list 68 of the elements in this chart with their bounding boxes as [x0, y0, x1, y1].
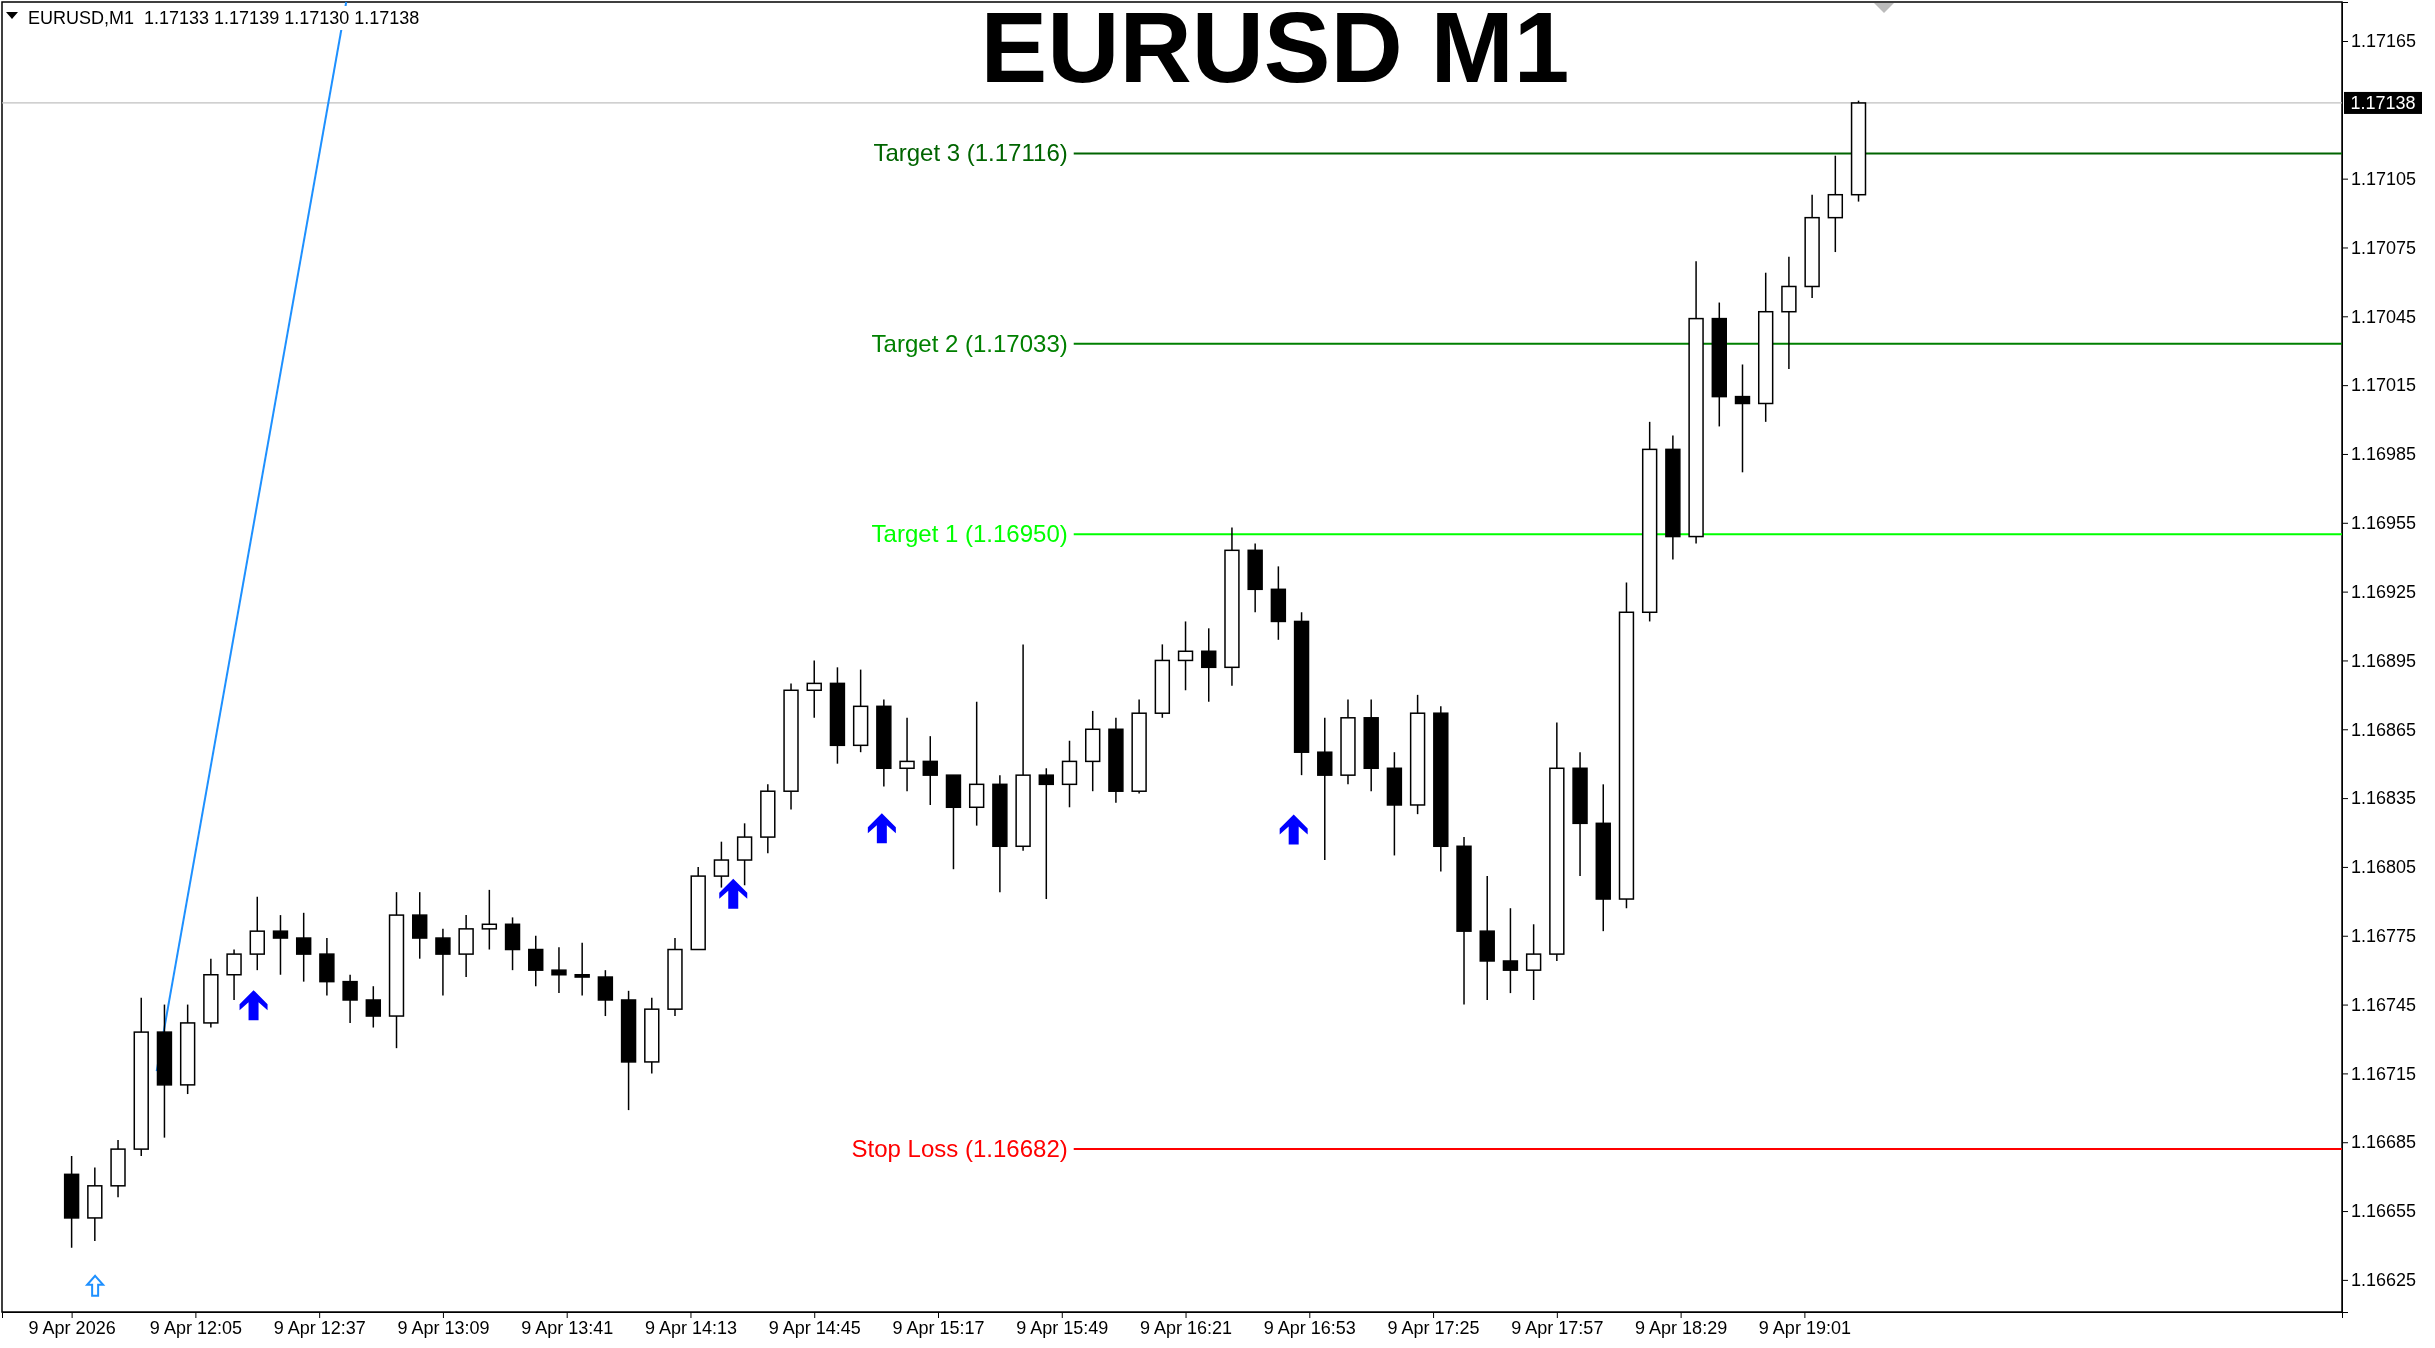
candlestick	[597, 969, 614, 1017]
candlestick	[1177, 620, 1194, 692]
candlestick	[806, 659, 822, 719]
x-tick-label: 9 Apr 17:57	[1511, 1317, 1604, 1338]
candlestick	[528, 935, 544, 987]
candlestick	[922, 735, 938, 806]
x-tick-label: 9 Apr 12:05	[149, 1317, 242, 1338]
ref-line-label: Target 2 (1.17033)	[871, 329, 1068, 357]
x-tick-label: 9 Apr 13:41	[521, 1317, 614, 1338]
y-tick-label: 1.16715	[2351, 1063, 2417, 1084]
y-tick-label: 1.16625	[2351, 1270, 2417, 1291]
candlestick	[574, 941, 590, 997]
y-tick-label: 1.16925	[2351, 581, 2417, 602]
ref-line-label: 1.17138	[2350, 92, 2416, 113]
candlestick	[272, 914, 289, 976]
x-tick-label: 9 Apr 17:25	[1387, 1317, 1480, 1338]
candlestick	[1525, 923, 1542, 1001]
y-tick-label: 1.17105	[2351, 168, 2417, 189]
y-tick-label: 1.16865	[2351, 719, 2417, 740]
x-tick-label: 9 Apr 16:21	[1140, 1317, 1233, 1338]
ref-line-label: Stop Loss (1.16682)	[851, 1135, 1068, 1163]
candlestick	[295, 912, 312, 983]
ref-line-label: Target 1 (1.16950)	[871, 520, 1068, 548]
x-tick-label: 9 Apr 15:49	[1016, 1317, 1109, 1338]
candlestick	[412, 891, 428, 960]
x-tick-label: 9 Apr 15:17	[892, 1317, 985, 1338]
candlestick	[226, 948, 242, 1001]
x-tick-label: 9 Apr 18:29	[1635, 1317, 1728, 1338]
y-tick-label: 1.17165	[2351, 31, 2417, 52]
candlestick	[1201, 627, 1217, 703]
y-tick-label: 1.16775	[2351, 926, 2417, 947]
chart-title: EURUSD M1	[980, 0, 1570, 103]
x-tick-label: 9 Apr 13:09	[397, 1317, 490, 1338]
y-tick-label: 1.16955	[2351, 513, 2417, 534]
y-tick-label: 1.16805	[2351, 857, 2417, 878]
candlestick	[1502, 907, 1519, 994]
candlestick	[249, 896, 265, 971]
candlestick	[342, 974, 358, 1024]
annotation: EURUSD,M1 1.17133 1.17139 1.17130 1.17138	[28, 8, 420, 28]
candlestick	[481, 889, 498, 951]
candlestick	[899, 717, 915, 792]
y-tick-label: 1.17045	[2351, 306, 2417, 327]
y-tick-label: 1.16985	[2351, 444, 2417, 465]
ref-line-label: Target 3 (1.17116)	[873, 139, 1068, 167]
candlestick	[551, 946, 567, 994]
x-tick-label: 9 Apr 16:53	[1263, 1317, 1356, 1338]
y-tick-label: 1.16685	[2351, 1132, 2417, 1153]
candlestick	[1038, 767, 1055, 900]
candlestick	[365, 985, 382, 1029]
candlestick	[435, 928, 451, 997]
candlestick	[968, 700, 985, 827]
x-tick-label: 9 Apr 2026	[28, 1317, 116, 1338]
candlestick	[1734, 363, 1751, 474]
y-tick-label: 1.16655	[2351, 1201, 2417, 1222]
candlestick	[713, 840, 730, 889]
y-tick-label: 1.17075	[2351, 237, 2417, 258]
x-tick-label: 9 Apr 12:37	[273, 1317, 366, 1338]
candlestick	[1061, 739, 1078, 809]
candlestick	[736, 822, 753, 887]
y-tick-label: 1.16745	[2351, 994, 2417, 1015]
y-tick-label: 1.16835	[2351, 788, 2417, 809]
x-tick-label: 9 Apr 19:01	[1758, 1317, 1851, 1338]
x-tick-label: 9 Apr 14:13	[644, 1317, 737, 1338]
x-tick-label: 9 Apr 14:45	[768, 1317, 861, 1338]
candlestick	[1317, 717, 1333, 861]
y-tick-label: 1.16895	[2351, 650, 2417, 671]
candlestick	[1827, 154, 1844, 253]
y-tick-label: 1.17015	[2351, 375, 2417, 396]
